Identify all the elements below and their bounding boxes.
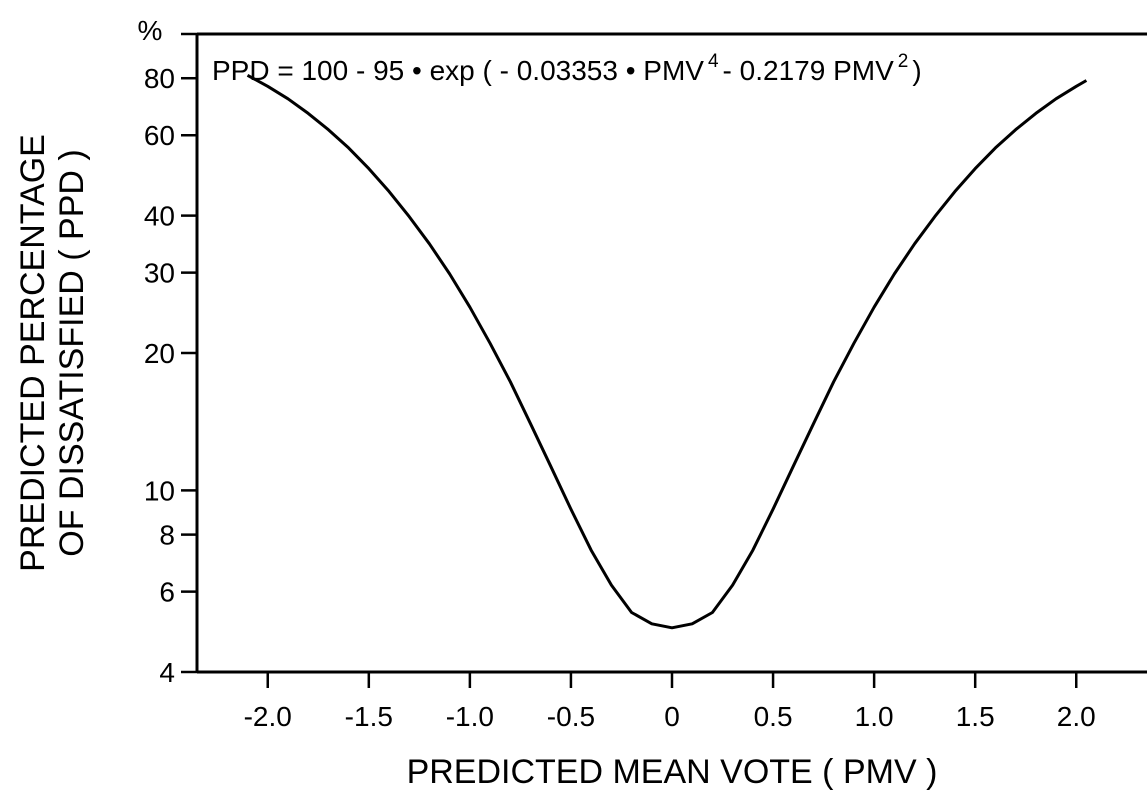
x-axis-title: PREDICTED MEAN VOTE ( PMV ) [407, 753, 938, 791]
x-tick-label: -0.5 [547, 701, 595, 732]
formula-mid: - 0.2179 PMV [723, 55, 895, 86]
ppd-curve [246, 73, 1088, 630]
y-tick-label: 10 [144, 475, 175, 506]
formula-annotation: PPD = 100 - 95 • exp ( - 0.03353 • PMV 4-… [212, 51, 922, 86]
formula-lead: PPD = 100 - 95 • exp ( - 0.03353 • PMV [212, 55, 704, 86]
y-tick-label: 60 [144, 120, 175, 151]
x-tick-label: 1.5 [956, 701, 995, 732]
y-tick-label: 6 [159, 577, 175, 608]
x-tick-label: 0.5 [754, 701, 793, 732]
y-tick-label: 80 [144, 63, 175, 94]
y-unit-label: % [138, 15, 163, 46]
formula-exponent-4: 4 [708, 51, 719, 72]
y-tick-label: 4 [159, 657, 175, 688]
y-tick-label: 20 [144, 338, 175, 369]
x-axis-ticks: -2.0 -1.5 -1.0 -0.5 0 0.5 1.0 1.5 2.0 [244, 672, 1096, 732]
y-axis-ticks: 4 6 8 10 20 30 40 60 80 [144, 32, 197, 688]
y-tick-label: 40 [144, 201, 175, 232]
y-tick-label: 8 [159, 520, 175, 551]
y-axis-title-line1: PREDICTED PERCENTAGE [14, 134, 52, 572]
x-tick-label: -1.0 [446, 701, 494, 732]
x-tick-label: -1.5 [345, 701, 393, 732]
x-tick-label: 2.0 [1057, 701, 1096, 732]
x-tick-label: -2.0 [244, 701, 292, 732]
x-tick-label: 0 [664, 701, 680, 732]
formula-exponent-2: 2 [898, 51, 909, 72]
y-axis-title-line2: OF DISSATISFIED ( PPD ) [53, 149, 91, 556]
y-tick-label: 30 [144, 258, 175, 289]
x-tick-label: 1.0 [855, 701, 894, 732]
formula-tail: ) [912, 55, 921, 86]
